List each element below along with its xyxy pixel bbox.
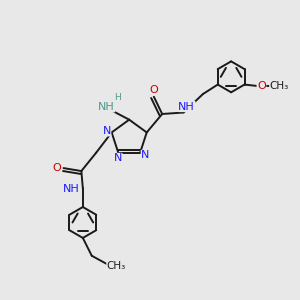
Text: N: N [114,153,122,164]
Text: CH₃: CH₃ [270,81,289,91]
Text: CH₃: CH₃ [107,261,126,271]
Text: NH: NH [63,184,80,194]
Text: O: O [52,163,62,173]
Text: N: N [102,126,111,136]
Text: NH: NH [98,102,115,112]
Text: NH: NH [178,102,195,112]
Text: H: H [114,93,121,102]
Text: O: O [257,81,266,91]
Text: O: O [149,85,158,95]
Text: N: N [141,150,150,161]
